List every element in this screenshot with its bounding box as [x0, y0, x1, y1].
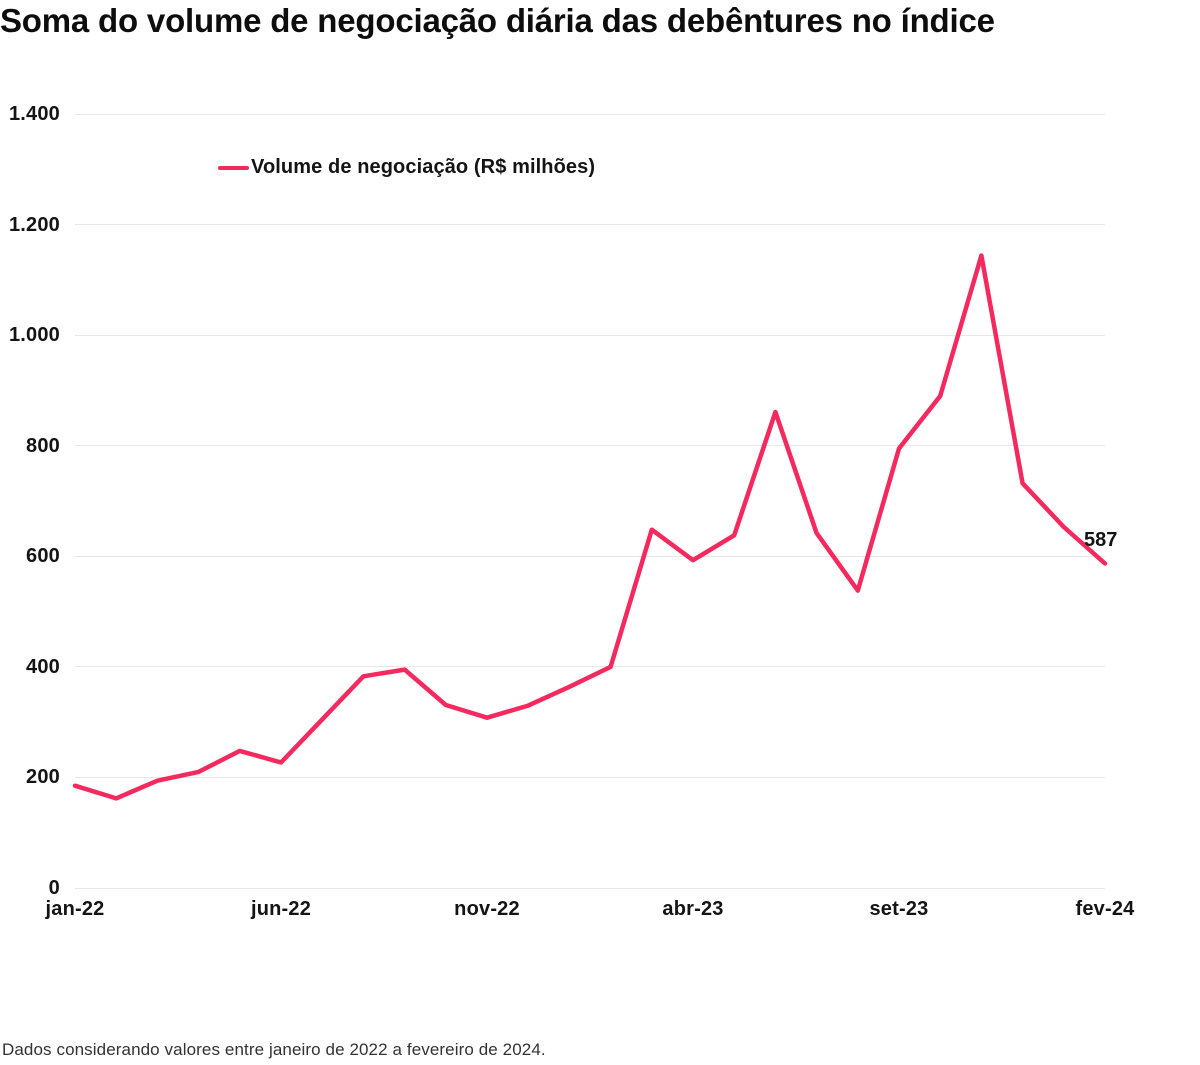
plot-area: 0 200 400 600 800 1.000 1.200 1.400 Volume de n… [8, 103, 1135, 920]
y-tick-label: 600 [26, 545, 60, 568]
y-tick-label: 200 [26, 766, 60, 789]
x-tick-label: nov-22 [454, 898, 520, 920]
y-tick-label: 1.000 [8, 324, 60, 347]
gridline-y-0 [75, 887, 1105, 889]
gridline-y-200 [75, 776, 1105, 778]
y-tick-label: 0 [48, 877, 60, 899]
volume-line-series [72, 253, 1108, 801]
gridline-y-600 [75, 555, 1105, 557]
y-tick-label: 1.400 [8, 103, 60, 125]
y-tick-label: 1.200 [8, 213, 60, 236]
chart-title: Soma do volume de negociação diária das … [0, 2, 995, 39]
x-tick-label: fev-24 [1075, 898, 1135, 920]
gridline-y-1000 [75, 334, 1105, 336]
x-tick-label: jun-22 [250, 898, 312, 920]
gridline-y-1200 [75, 224, 1105, 226]
gridline-y-400 [75, 666, 1105, 668]
gridline-y-800 [75, 445, 1105, 447]
x-tick-label: set-23 [869, 898, 929, 920]
y-tick-label: 800 [26, 434, 60, 457]
last-value-label: 587 [1084, 529, 1118, 552]
x-tick-label: abr-23 [662, 898, 724, 920]
x-tick-label: jan-22 [45, 898, 105, 920]
legend-line-swatch [218, 165, 249, 170]
legend-label: Volume de negociação (R$ milhões) [251, 156, 596, 178]
gridline-y-1400 [75, 113, 1105, 115]
legend: Volume de negociação (R$ milhões) [218, 156, 595, 179]
y-tick-label: 400 [26, 655, 60, 678]
footnote: Dados considerando valores entre janeiro… [2, 1040, 546, 1059]
